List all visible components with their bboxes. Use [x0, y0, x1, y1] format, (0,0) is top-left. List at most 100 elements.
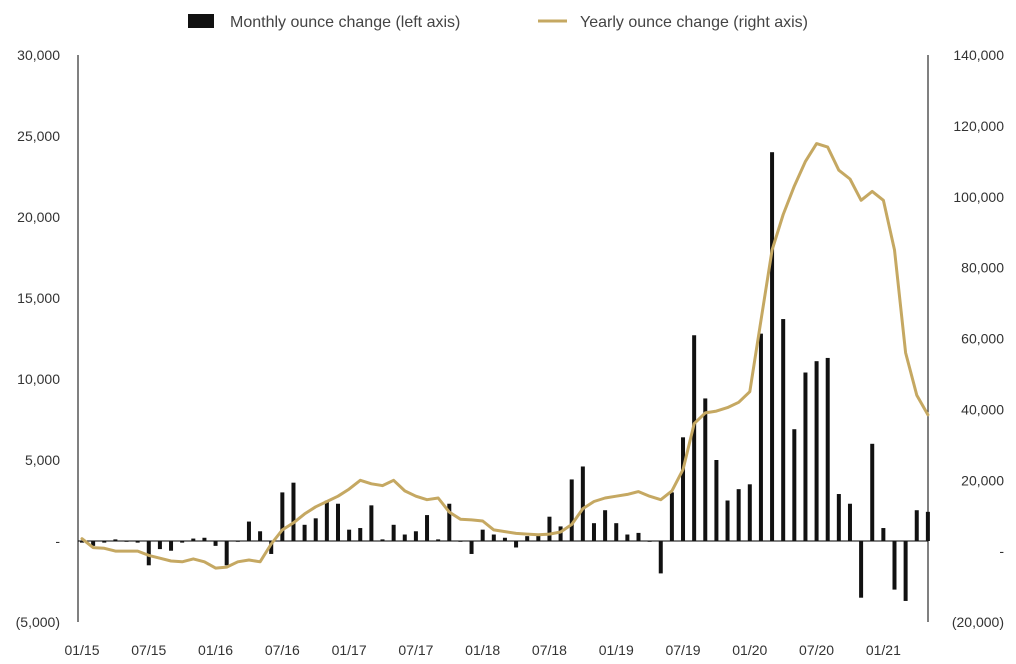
bar [258, 531, 263, 541]
bar [235, 541, 240, 542]
x-tick-label: 07/16 [265, 642, 300, 658]
bar [525, 536, 530, 541]
bar [625, 534, 630, 541]
bar [302, 524, 307, 541]
bar [703, 398, 708, 541]
bar [825, 357, 830, 541]
bar [603, 510, 608, 541]
bar [169, 541, 174, 551]
bar [859, 541, 864, 598]
bar [269, 541, 274, 554]
bar [191, 538, 196, 541]
bar [903, 541, 908, 601]
bar [291, 482, 296, 541]
bar [425, 515, 430, 541]
bar [781, 319, 786, 541]
right-tick-label: 20,000 [961, 472, 1004, 488]
left-tick-label: 15,000 [17, 290, 60, 306]
right-tick-label: - [999, 543, 1004, 559]
bar [881, 528, 886, 541]
right-tick-label: (20,000) [952, 614, 1004, 630]
x-tick-label: 07/18 [532, 642, 567, 658]
left-tick-label: 10,000 [17, 371, 60, 387]
x-tick-label: 07/15 [131, 642, 166, 658]
bar [469, 541, 474, 554]
yearly-series-line [80, 142, 930, 570]
right-tick-label: 140,000 [953, 47, 1004, 63]
bar [313, 518, 318, 541]
bar [480, 529, 485, 541]
bar [514, 541, 519, 548]
x-tick-label: 07/19 [665, 642, 700, 658]
right-tick-label: 40,000 [961, 401, 1004, 417]
bar [536, 534, 541, 541]
bar [157, 541, 162, 550]
right-tick-label: 80,000 [961, 260, 1004, 276]
bar [347, 529, 352, 541]
bar [614, 523, 619, 541]
x-tick-label: 01/21 [866, 642, 901, 658]
bar [491, 534, 496, 541]
x-tick-label: 07/17 [398, 642, 433, 658]
bar [814, 361, 819, 541]
bar [369, 505, 374, 541]
bar [380, 539, 385, 541]
bar [558, 526, 563, 541]
bar [836, 494, 841, 541]
bar [870, 443, 875, 541]
bar [213, 541, 218, 546]
bar [758, 333, 763, 541]
left-tick-label: (5,000) [16, 614, 60, 630]
bar [736, 489, 741, 541]
bar [681, 437, 686, 541]
bar [547, 516, 552, 541]
yearly-line [80, 142, 930, 570]
bar [246, 521, 251, 541]
bar [502, 537, 507, 541]
bar [224, 541, 229, 566]
bar [914, 510, 919, 541]
x-tick-label: 01/20 [732, 642, 767, 658]
bar [647, 541, 652, 542]
bar [102, 541, 107, 543]
bar [636, 532, 641, 541]
bar [714, 460, 719, 541]
legend-swatch-monthly [188, 14, 214, 28]
right-tick-label: 120,000 [953, 118, 1004, 134]
bar [113, 539, 118, 541]
bar [770, 152, 775, 541]
left-tick-label: - [55, 533, 60, 549]
legend-label-yearly: Yearly ounce change (right axis) [580, 14, 808, 31]
bar [692, 335, 697, 541]
bars [80, 152, 930, 601]
bar [80, 541, 84, 543]
bar [436, 539, 441, 541]
bar [725, 500, 730, 541]
bar [591, 523, 596, 541]
bar [925, 511, 930, 541]
bar [91, 541, 96, 546]
bar [324, 500, 329, 541]
bar [124, 541, 129, 542]
bar [135, 541, 140, 543]
bar [447, 503, 452, 541]
bar [792, 429, 797, 541]
right-tick-label: 60,000 [961, 331, 1004, 347]
bar [458, 541, 463, 542]
bar [803, 372, 808, 541]
left-axis-ticks: (5,000) - 5,000 10,000 15,000 20,000 25,000 30,… [16, 47, 61, 630]
x-tick-label: 01/15 [64, 642, 99, 658]
bar [402, 534, 407, 541]
x-tick-label: 01/18 [465, 642, 500, 658]
x-tick-label: 01/17 [332, 642, 367, 658]
x-tick-label: 07/20 [799, 642, 834, 658]
bar [358, 528, 363, 541]
legend-label-monthly: Monthly ounce change (left axis) [230, 14, 460, 31]
left-tick-label: 25,000 [17, 128, 60, 144]
bar [892, 541, 897, 590]
bar [669, 492, 674, 541]
right-tick-label: 100,000 [953, 189, 1004, 205]
x-tick-label: 01/19 [599, 642, 634, 658]
x-tick-label: 01/16 [198, 642, 233, 658]
